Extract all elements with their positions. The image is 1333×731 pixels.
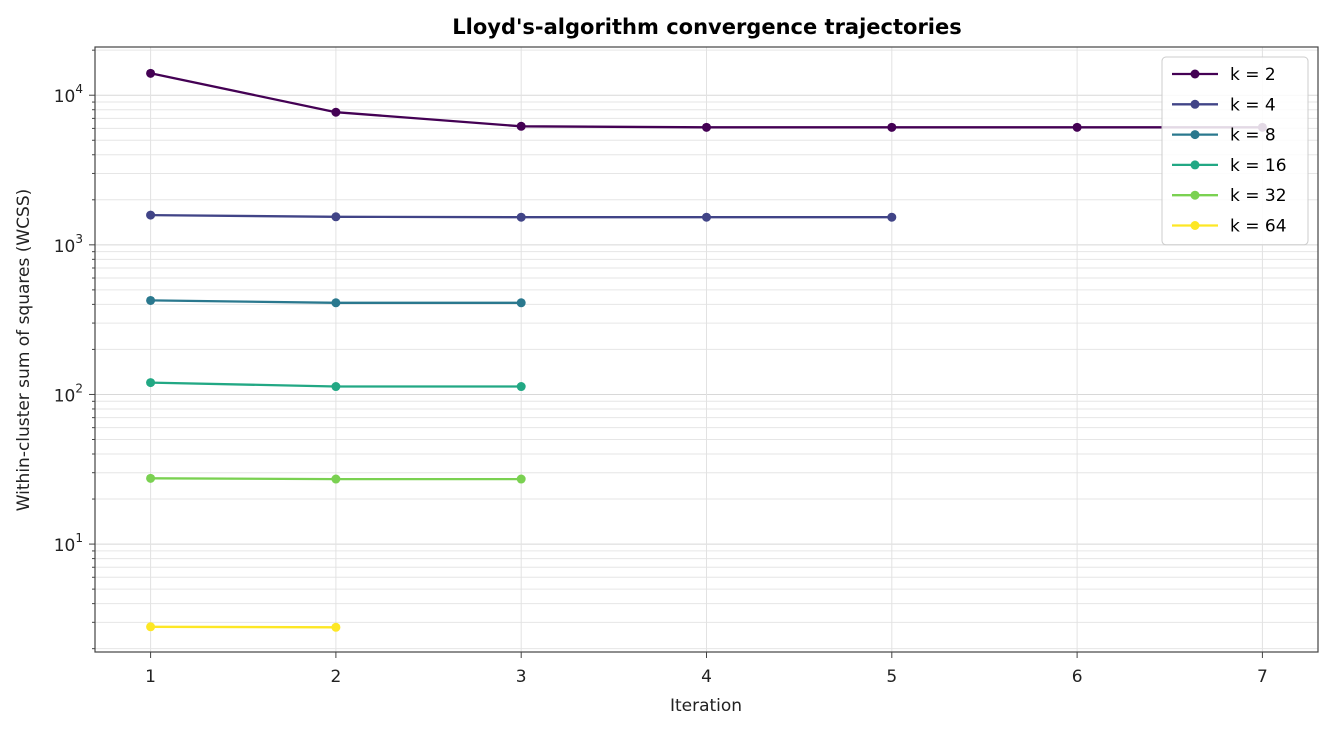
x-tick-label: 3: [516, 667, 527, 687]
data-point: [517, 382, 526, 391]
data-point: [331, 623, 340, 632]
data-point: [331, 108, 340, 117]
legend-label: k = 16: [1230, 156, 1287, 176]
data-point: [146, 474, 155, 483]
data-point: [146, 622, 155, 631]
data-point: [517, 122, 526, 131]
series-6: [146, 622, 340, 631]
data-point: [1073, 123, 1082, 132]
legend-label: k = 4: [1230, 95, 1276, 115]
data-point: [331, 212, 340, 221]
y-tick-label: 102: [54, 381, 83, 406]
data-point: [517, 213, 526, 222]
legend-marker: [1191, 70, 1200, 79]
data-point: [517, 298, 526, 307]
data-point: [887, 213, 896, 222]
x-tick-label: 2: [330, 667, 341, 687]
data-point: [702, 123, 711, 132]
legend-label: k = 64: [1230, 217, 1287, 237]
y-tick-label: 103: [54, 232, 83, 257]
chart-title: Lloyd's-algorithm convergence trajectori…: [452, 15, 962, 39]
series-5: [146, 474, 526, 484]
data-point: [331, 298, 340, 307]
data-point: [146, 378, 155, 387]
grid: [95, 47, 1318, 652]
axes: 101 102 103 104 1 2 3 4 5 6 7: [54, 47, 1318, 687]
data-point: [331, 475, 340, 484]
data-point: [146, 211, 155, 220]
x-tick-label: 7: [1257, 667, 1268, 687]
data-point: [146, 296, 155, 305]
data-point: [146, 69, 155, 78]
y-tick-label: 101: [54, 531, 83, 556]
legend-label: k = 2: [1230, 65, 1276, 85]
x-tick-label: 5: [886, 667, 897, 687]
legend-marker: [1191, 160, 1200, 169]
legend-label: k = 32: [1230, 186, 1287, 206]
x-tick-label: 1: [145, 667, 156, 687]
series-line: [151, 627, 336, 628]
legend-marker: [1191, 130, 1200, 139]
y-tick-label: 104: [54, 82, 83, 107]
legend-marker: [1191, 100, 1200, 109]
data-point: [517, 475, 526, 484]
legend: k = 2 k = 4 k = 8 k = 16 k = 32 k = 64: [1162, 57, 1308, 245]
data-point: [702, 213, 711, 222]
y-axis-label: Within-cluster sum of squares (WCSS): [14, 189, 34, 512]
legend-marker: [1191, 221, 1200, 230]
x-tick-label: 6: [1072, 667, 1083, 687]
data-point: [887, 123, 896, 132]
x-axis-label: Iteration: [670, 696, 742, 716]
data-point: [331, 382, 340, 391]
legend-label: k = 8: [1230, 126, 1276, 146]
legend-marker: [1191, 191, 1200, 200]
x-tick-label: 4: [701, 667, 712, 687]
